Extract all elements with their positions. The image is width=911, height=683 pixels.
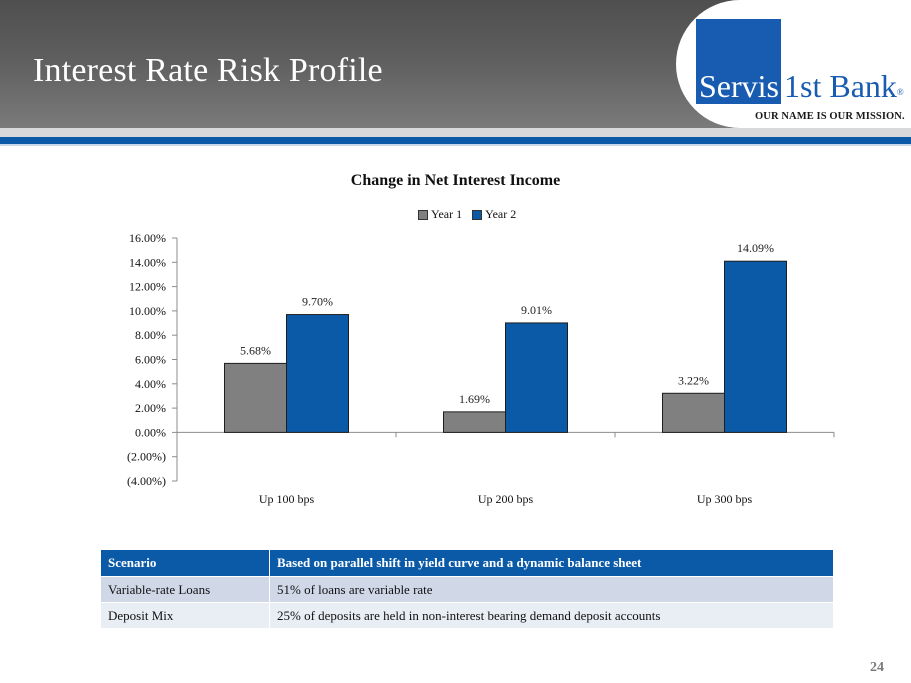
chart-legend: Year 1 Year 2	[418, 207, 516, 222]
logo-tagline: OUR NAME IS OUR MISSION.	[755, 111, 905, 122]
table-header-description: Based on parallel shift in yield curve a…	[269, 549, 834, 577]
data-label: 5.68%	[240, 343, 271, 357]
bar-year-2	[724, 260, 787, 433]
table-cell-value: 25% of deposits are held in non-interest…	[269, 602, 834, 629]
y-tick-label: 0.00%	[135, 425, 166, 439]
legend-swatch-year-2	[472, 209, 483, 220]
bar-year-1	[443, 411, 506, 433]
header-band-light	[0, 144, 911, 146]
y-tick-label: 16.00%	[129, 231, 166, 245]
y-tick-label: 2.00%	[135, 401, 166, 415]
x-category-label: Up 300 bps	[697, 492, 753, 506]
bar-year-1	[224, 362, 287, 433]
y-tick-label: (4.00%)	[127, 474, 166, 488]
header-band-gray	[0, 128, 911, 137]
registered-mark: ®	[896, 87, 904, 97]
y-tick-label: 8.00%	[135, 328, 166, 342]
bank-logo: Servis 1st Bank®	[698, 68, 904, 104]
legend-label-year-2: Year 2	[485, 207, 517, 221]
logo-servis: Servis	[698, 68, 781, 104]
chart-title: Change in Net Interest Income	[350, 172, 561, 189]
logo-1st-bank: 1st Bank	[784, 68, 897, 104]
scenario-table: Scenario Based on parallel shift in yiel…	[100, 549, 834, 629]
table-header-row: Scenario Based on parallel shift in yiel…	[100, 549, 834, 577]
x-category-label: Up 200 bps	[478, 492, 534, 506]
page-number: 24	[870, 660, 884, 675]
table-row: Deposit Mix 25% of deposits are held in …	[100, 602, 834, 629]
table-cell-label: Deposit Mix	[100, 602, 270, 629]
legend-item-year-1: Year 1	[418, 207, 462, 222]
y-tick-label: 6.00%	[135, 353, 166, 367]
legend-label-year-1: Year 1	[431, 207, 463, 221]
slide-title: Interest Rate Risk Profile	[33, 52, 383, 89]
legend-swatch-year-1	[418, 209, 428, 220]
y-tick-label: 12.00%	[129, 280, 166, 294]
y-tick-label: 10.00%	[129, 304, 166, 318]
table-header-scenario: Scenario	[100, 549, 270, 577]
bar-year-1	[662, 392, 725, 433]
data-label: 14.09%	[737, 241, 774, 255]
y-tick-label: (2.00%)	[127, 450, 166, 464]
x-category-label: Up 100 bps	[259, 492, 315, 506]
y-tick-label: 14.00%	[129, 255, 166, 269]
bar-year-2	[505, 322, 568, 433]
data-label: 9.01%	[521, 303, 552, 317]
header-band-blue	[0, 137, 911, 144]
y-tick-label: 4.00%	[135, 377, 166, 391]
table-row: Variable-rate Loans 51% of loans are var…	[100, 576, 834, 603]
table-cell-value: 51% of loans are variable rate	[269, 576, 834, 603]
data-label: 3.22%	[678, 373, 709, 387]
bar-chart: 16.00% 14.00% 12.00% 10.00% 8.00% 6.00% 4.00% 2…	[127, 231, 835, 506]
legend-item-year-2: Year 2	[472, 207, 516, 222]
table-cell-label: Variable-rate Loans	[100, 576, 270, 603]
data-label: 1.69%	[459, 392, 490, 406]
bar-year-2	[286, 314, 349, 433]
data-label: 9.70%	[302, 295, 333, 309]
